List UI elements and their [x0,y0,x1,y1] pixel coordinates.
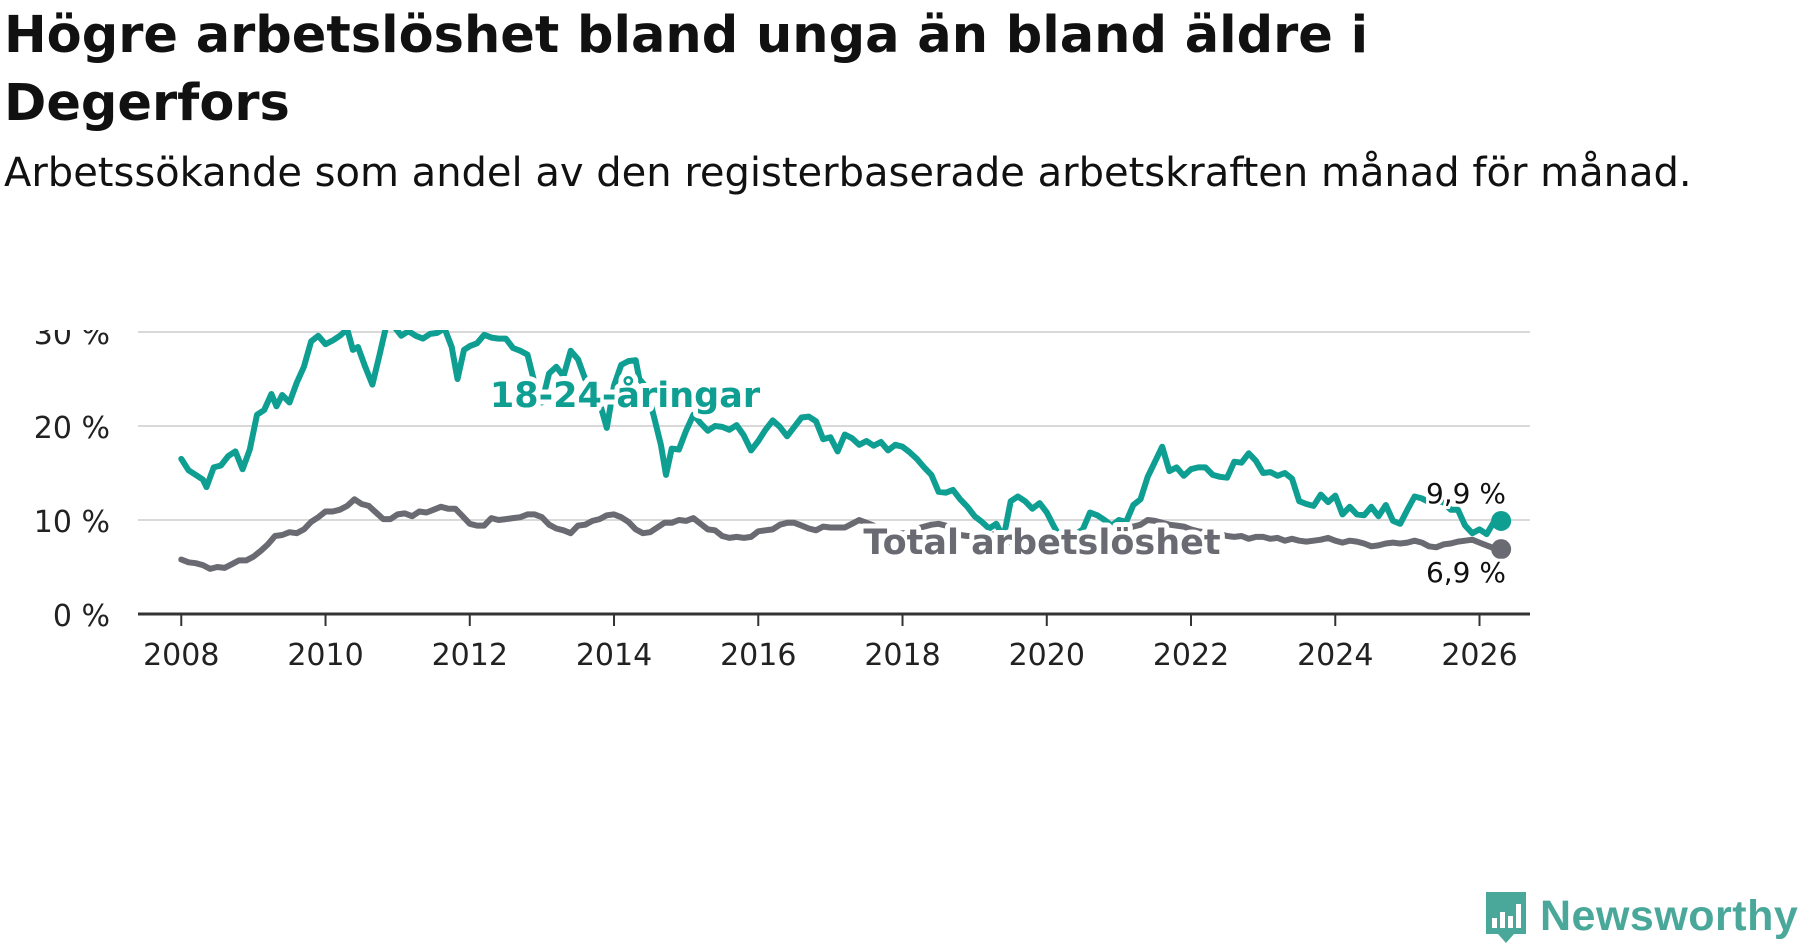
x-tick-label: 2012 [432,638,508,673]
series-label-youth: 18-24-åringar [490,375,761,416]
axes: 0 % 10 % 20 % 30 % 2008 2010 2012 2014 2016 2018 2… [34,330,1530,673]
series-line-youth [178,330,1505,542]
series-line-total [178,496,1505,572]
x-tick-label: 2024 [1297,638,1373,673]
end-dot-youth [1491,510,1512,531]
y-tick-label: 0 % [53,599,110,634]
x-tick-label: 2018 [864,638,940,673]
y-tick-label: 20 % [34,411,110,446]
y-tick-label: 30 % [34,330,110,352]
series-labels: 18-24-åringar Total arbetslöshet 9,9 % 6,9 … [485,370,1509,592]
y-tick-label: 10 % [34,505,110,540]
x-tick-label: 2014 [576,638,652,673]
x-tick-label: 2010 [287,638,363,673]
end-dot-total [1491,539,1512,560]
end-label-total: 6,9 % [1426,556,1506,589]
series-label-total: Total arbetslöshet [863,523,1220,563]
end-label-youth: 9,9 % [1426,477,1506,510]
x-tick-label: 2022 [1153,638,1229,673]
chart-subtitle: Arbetssökande som andel av den registerb… [4,150,1692,196]
x-tick-label: 2026 [1441,638,1517,673]
series-lines [178,330,1512,572]
newsworthy-logo-icon [1486,892,1526,943]
x-tick-label: 2008 [143,638,219,673]
line-chart: 0 % 10 % 20 % 30 % 2008 2010 2012 2014 2016 2018 2… [34,330,1530,673]
brand-name: Newsworthy [1540,891,1799,940]
newsworthy-brand: Newsworthy [1484,888,1798,944]
x-tick-label: 2016 [720,638,796,673]
x-tick-label: 2020 [1009,638,1085,673]
gridlines [138,331,1530,521]
chart-title: Högre arbetslöshet bland unga än bland ä… [4,6,1369,133]
